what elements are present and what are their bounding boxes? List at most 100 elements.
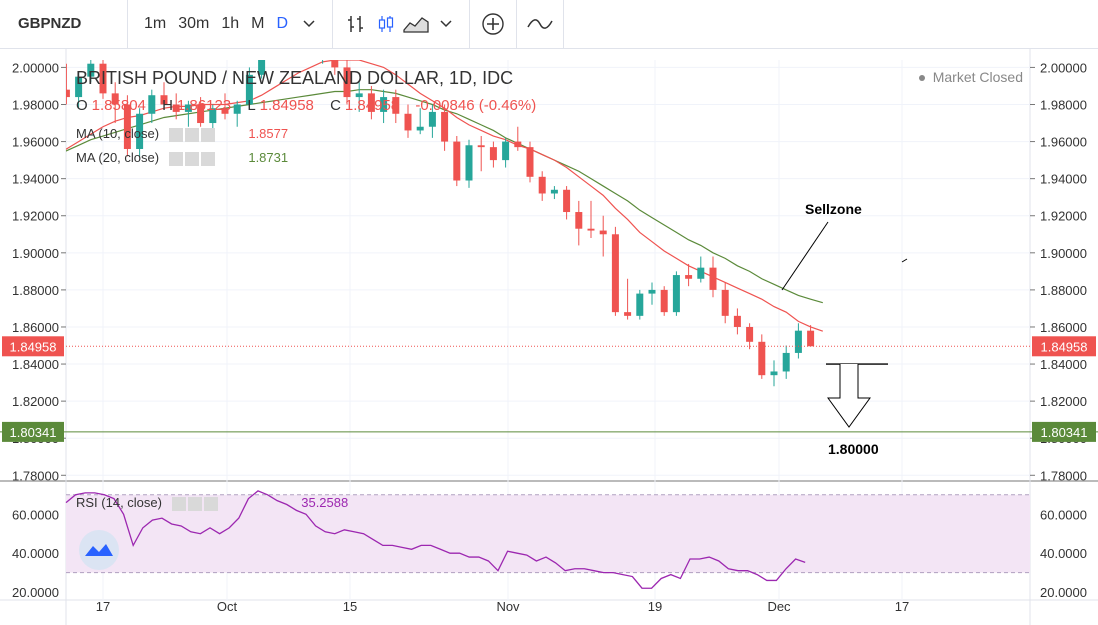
indicator-controls[interactable] bbox=[168, 127, 217, 143]
status-dot-icon bbox=[918, 75, 925, 82]
candle-body bbox=[355, 93, 363, 98]
gear-icon[interactable] bbox=[184, 152, 199, 167]
candle-body bbox=[721, 289, 729, 316]
candle bbox=[721, 282, 729, 324]
candle-body bbox=[587, 228, 595, 231]
close-icon[interactable] bbox=[203, 497, 218, 512]
rsi-tick-label-left: 20.0000 bbox=[12, 585, 59, 600]
interval-month[interactable]: M bbox=[251, 15, 265, 32]
bar-style-icon[interactable] bbox=[341, 0, 371, 48]
candle bbox=[160, 82, 168, 109]
candle bbox=[697, 256, 705, 283]
current-price-tag-left bbox=[2, 336, 64, 357]
candle bbox=[733, 308, 741, 335]
candle bbox=[441, 104, 449, 151]
stray-mark bbox=[901, 258, 908, 263]
candle-body bbox=[441, 111, 449, 142]
candle bbox=[685, 263, 693, 287]
candle-body bbox=[380, 97, 388, 112]
candle bbox=[136, 108, 144, 157]
candle bbox=[428, 104, 436, 138]
ma20-label: MA (20, close) bbox=[76, 150, 160, 165]
chevron-down-icon[interactable] bbox=[294, 0, 324, 48]
ma10-label: MA (10, close) bbox=[76, 126, 160, 141]
candle bbox=[660, 286, 668, 316]
add-indicator-icon[interactable] bbox=[478, 0, 508, 48]
gear-icon[interactable] bbox=[184, 128, 199, 143]
toolbar-divider bbox=[516, 0, 518, 48]
symbol-search[interactable]: GBPNZD bbox=[0, 0, 128, 48]
rsi-tick-label-left: 60.0000 bbox=[12, 507, 59, 522]
interval-day[interactable]: D bbox=[276, 15, 289, 32]
y-tick-label-right: 1.84000 bbox=[1040, 357, 1087, 372]
candle bbox=[782, 345, 790, 379]
candle-body bbox=[782, 352, 790, 372]
x-tick-label: 19 bbox=[648, 599, 662, 614]
candle bbox=[514, 126, 522, 151]
candle-body bbox=[624, 312, 632, 316]
target-price-tag-right bbox=[1032, 421, 1096, 442]
current-price-label-right: 1.84958 bbox=[1041, 339, 1088, 354]
candle bbox=[648, 282, 656, 305]
close-value: 1.84958 bbox=[344, 97, 400, 114]
candle-body bbox=[221, 108, 229, 114]
candle-body bbox=[733, 315, 741, 327]
eye-icon[interactable] bbox=[171, 497, 186, 512]
candle-body bbox=[197, 104, 205, 124]
candle bbox=[343, 60, 351, 105]
y-tick-label-left: 1.94000 bbox=[12, 172, 59, 187]
indicator-controls[interactable] bbox=[168, 151, 217, 167]
candle bbox=[233, 100, 241, 127]
market-status: Market Closed bbox=[918, 69, 1023, 85]
eye-icon[interactable] bbox=[168, 128, 183, 143]
candles-style-icon[interactable] bbox=[371, 0, 401, 48]
rsi-panel: 20.0000 20.0000 40.0000 40.0000 60.0000 60.00… bbox=[12, 490, 1087, 600]
candle bbox=[599, 215, 607, 257]
candle-body bbox=[526, 147, 534, 177]
interval-1h[interactable]: 1h bbox=[221, 15, 240, 32]
candle-body bbox=[477, 145, 485, 148]
y-tick-label-left: 1.84000 bbox=[12, 357, 59, 372]
compare-icon[interactable] bbox=[525, 0, 555, 48]
y-tick-label-left: 1.98000 bbox=[12, 97, 59, 112]
rsi-tick-label-right: 60.0000 bbox=[1040, 507, 1087, 522]
candle bbox=[404, 104, 412, 138]
candle-body bbox=[99, 63, 107, 94]
rsi-value: 35.2588 bbox=[301, 495, 349, 510]
candle bbox=[611, 226, 619, 316]
ma10-line bbox=[66, 60, 823, 332]
candle-body bbox=[148, 95, 156, 114]
gear-icon[interactable] bbox=[187, 497, 202, 512]
toolbar-divider bbox=[332, 0, 334, 48]
close-icon[interactable] bbox=[200, 152, 215, 167]
chevron-down-icon[interactable] bbox=[431, 0, 461, 48]
candle-body bbox=[75, 76, 83, 98]
logo-mark bbox=[85, 544, 113, 556]
open-label: O bbox=[76, 97, 88, 114]
candle-body bbox=[502, 141, 510, 161]
close-label: C bbox=[330, 97, 341, 114]
ma20-legend: MA (20, close) 1.8731 bbox=[76, 150, 288, 167]
y-tick-label-left: 1.96000 bbox=[12, 135, 59, 150]
eye-icon[interactable] bbox=[168, 152, 183, 167]
price-chart[interactable]: 20.0000 20.0000 40.0000 40.0000 60.0000 60.00… bbox=[0, 48, 1098, 625]
interval-30m[interactable]: 30m bbox=[178, 15, 210, 32]
change-value: -0.00846 (-0.46%) bbox=[415, 97, 537, 114]
rsi-line bbox=[65, 490, 806, 589]
y-tick-label-left: 1.90000 bbox=[12, 246, 59, 261]
high-label: H bbox=[162, 97, 173, 114]
y-tick-label-right: 1.88000 bbox=[1040, 283, 1087, 298]
y-tick-label-left: 1.86000 bbox=[12, 320, 59, 335]
candle-body bbox=[136, 113, 144, 149]
candle-body bbox=[770, 371, 778, 376]
rsi-tick-label-left: 40.0000 bbox=[12, 546, 59, 561]
close-icon[interactable] bbox=[200, 128, 215, 143]
y-tick-label-right: 1.90000 bbox=[1040, 246, 1087, 261]
indicator-controls[interactable] bbox=[171, 496, 220, 512]
area-style-icon[interactable] bbox=[401, 0, 431, 48]
candle bbox=[575, 200, 583, 246]
candle bbox=[746, 323, 754, 350]
candle-body bbox=[758, 341, 766, 376]
interval-1m[interactable]: 1m bbox=[144, 15, 167, 32]
chart-title-text: BRITISH POUND / NEW ZEALAND DOLLAR, 1D, … bbox=[76, 68, 514, 88]
